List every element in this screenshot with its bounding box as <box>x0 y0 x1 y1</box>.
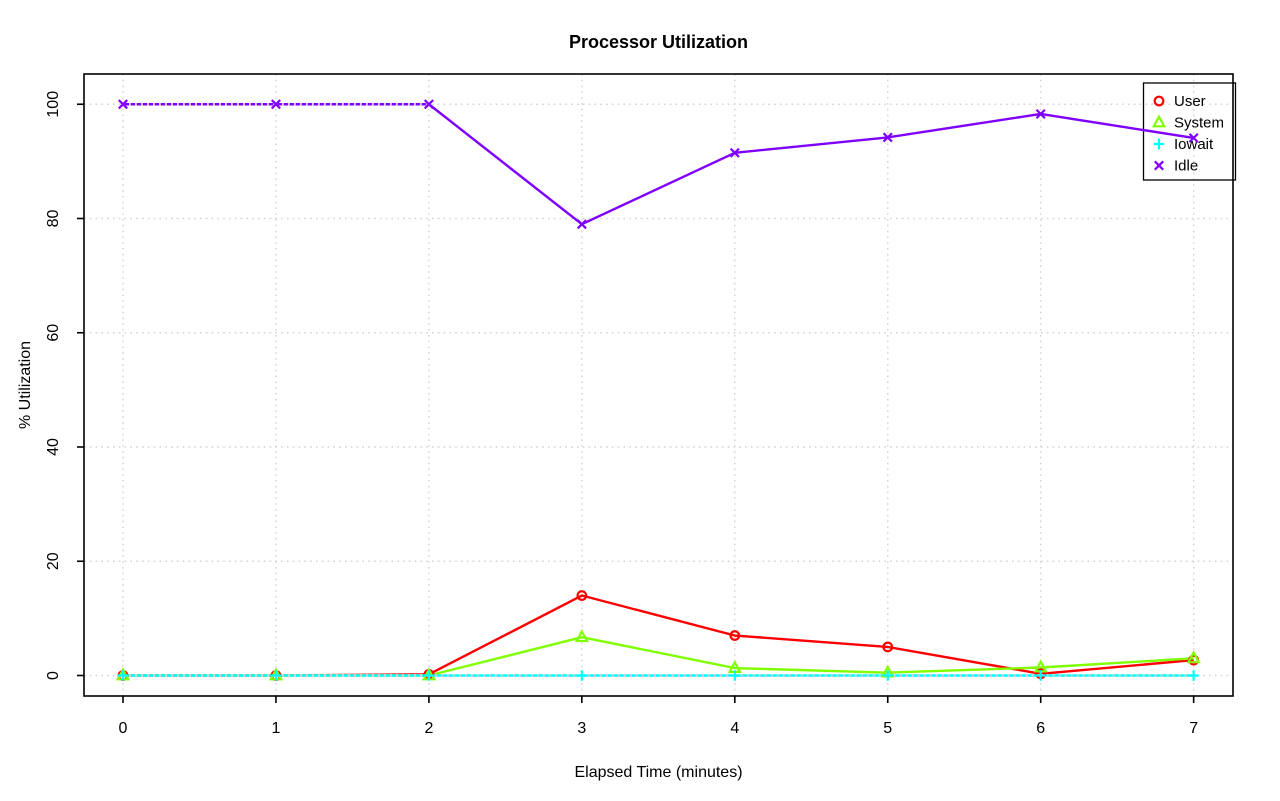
data-point-idle-marker <box>729 147 740 158</box>
axes: 0 1 2 3 4 5 6 7 0 20 40 60 80 100 <box>45 73 1234 737</box>
data-point-user-marker <box>729 630 741 641</box>
legend-label-system: System <box>1174 115 1224 132</box>
data-point-idle-marker <box>576 219 587 230</box>
legend-box <box>1142 82 1237 181</box>
data-point-user-marker <box>576 590 588 601</box>
series-line-idle <box>123 103 1194 226</box>
data-point-iowait-marker <box>1035 670 1046 681</box>
data-point-idle-marker <box>118 99 128 110</box>
data-point-user-marker <box>882 641 894 653</box>
series-line-user <box>123 594 1194 677</box>
data-point-idle-marker <box>1188 132 1199 143</box>
y-tick-label: 20 <box>45 552 62 570</box>
gridlines <box>84 74 1233 696</box>
legend-label-iowait: Iowait <box>1174 136 1214 153</box>
data-point-iowait-marker <box>576 670 588 681</box>
legend-label-user: User <box>1174 93 1206 110</box>
y-tick-label: 80 <box>45 210 62 228</box>
legend-user-marker-icon <box>1153 95 1165 107</box>
x-axis-title: Elapsed Time (minutes) <box>574 764 743 781</box>
data-point-iowait-marker <box>1188 670 1199 681</box>
x-tick-label: 4 <box>730 720 739 737</box>
legend-idle-marker-icon <box>1154 160 1164 171</box>
x-tick-label: 5 <box>883 720 892 737</box>
data-point-idle-marker <box>270 99 281 110</box>
legend-iowait-marker-icon <box>1153 138 1165 150</box>
data-point-iowait-marker <box>117 670 129 681</box>
data-point-idle-marker <box>882 132 893 143</box>
plot-border <box>83 73 1234 697</box>
data-point-idle-marker <box>423 99 434 110</box>
x-tick-label: 7 <box>1189 720 1198 737</box>
legend-label-idle: Idle <box>1174 158 1198 175</box>
x-tick-label: 0 <box>119 720 128 737</box>
x-tick-label: 6 <box>1036 720 1045 737</box>
data-markers <box>115 99 1201 681</box>
x-tick-label: 3 <box>577 720 586 737</box>
y-tick-label: 100 <box>45 91 62 118</box>
data-point-iowait-marker <box>882 670 893 681</box>
series-line-system <box>123 636 1194 677</box>
y-axis-title: % Utilization <box>17 340 34 430</box>
y-tick-label: 0 <box>45 671 62 680</box>
x-tick-label: 2 <box>424 720 433 737</box>
series-lines <box>123 103 1194 677</box>
data-point-iowait-marker <box>270 670 282 681</box>
legend-system-marker-icon <box>1151 114 1167 128</box>
data-point-system-marker <box>1186 650 1201 664</box>
data-point-idle-marker <box>1035 108 1046 119</box>
data-point-system-marker <box>574 629 589 643</box>
y-tick-label: 40 <box>45 438 62 456</box>
x-tick-label: 1 <box>271 720 280 737</box>
data-point-iowait-marker <box>729 670 740 681</box>
chart-title: Processor Utilization <box>568 32 749 52</box>
data-point-iowait-marker <box>423 670 435 681</box>
y-tick-label: 60 <box>45 324 62 342</box>
legend: User System Iowait Idle <box>1142 82 1237 181</box>
grid-overlay <box>123 102 1194 677</box>
